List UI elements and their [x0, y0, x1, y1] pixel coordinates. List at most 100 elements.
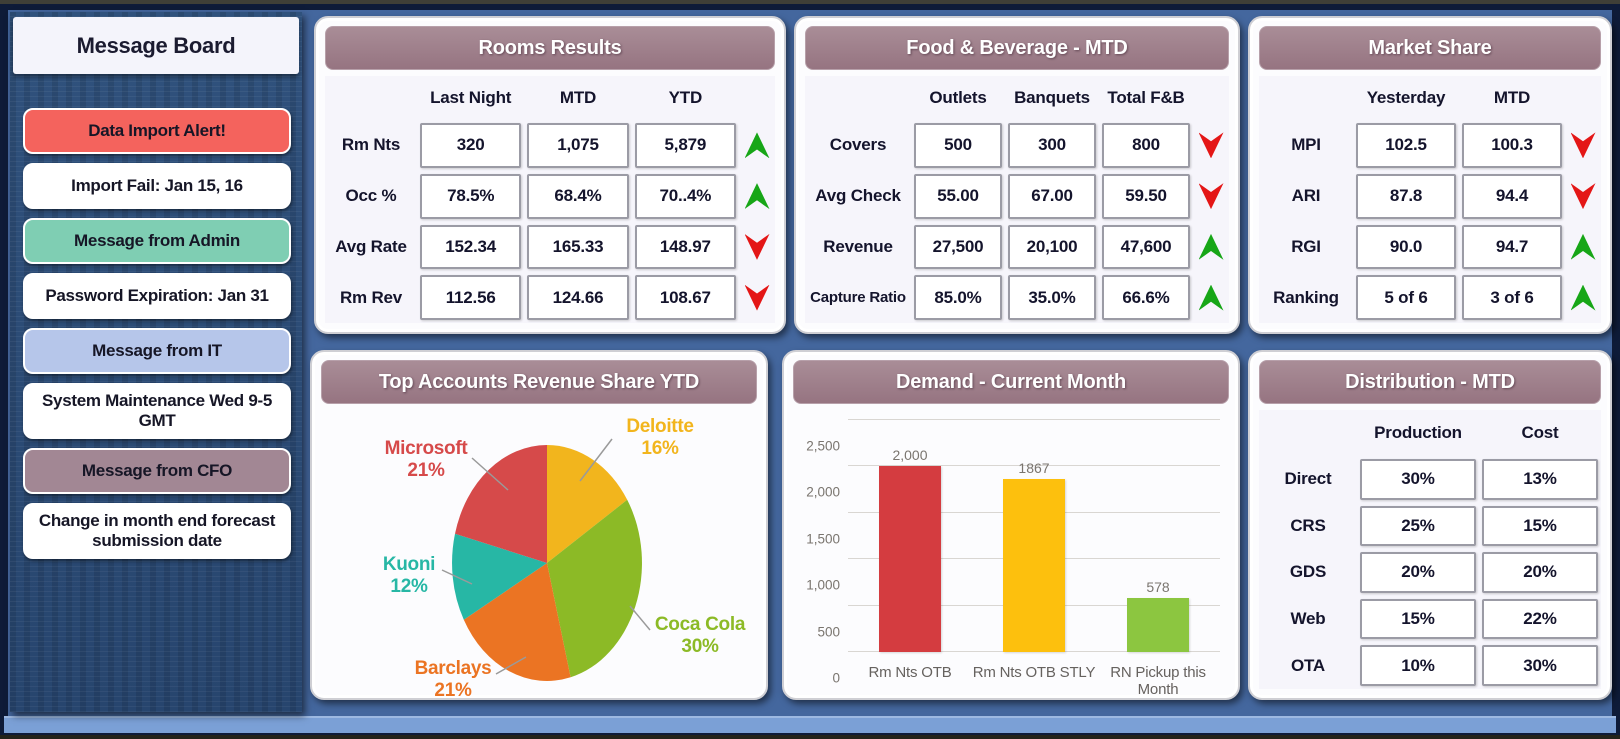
row-label: CRS: [1290, 515, 1326, 535]
pie-slice-microsoft: [455, 445, 547, 563]
trend-header: [739, 76, 775, 120]
trend-arrow-icon: [1570, 132, 1596, 159]
leader-lines: [441, 438, 651, 675]
col-header: YTD: [668, 88, 703, 107]
message-import-fail[interactable]: Import Fail: Jan 15, 16: [23, 163, 291, 209]
row-label: RGI: [1291, 236, 1321, 256]
table-cell: 108.67: [634, 275, 736, 320]
table-cell: 20%: [1360, 552, 1476, 593]
bar-value-label: 578: [1146, 579, 1170, 596]
table-cell: 85.0%: [914, 275, 1002, 320]
message-board-sidebar: Message Board Data Import Alert! Import …: [10, 12, 302, 712]
message-system-maintenance[interactable]: System Maintenance Wed 9-5 GMT: [23, 383, 291, 439]
table-cell: 1,075: [527, 123, 629, 168]
bar-rn-pickup: 578: [1096, 420, 1220, 652]
trend-arrow-icon: [744, 183, 770, 210]
message-data-import-alert[interactable]: Data Import Alert!: [23, 108, 291, 154]
corner-cell: [1259, 410, 1357, 456]
message-from-cfo[interactable]: Message from CFO: [23, 448, 291, 494]
col-header: Outlets: [929, 88, 987, 107]
row-label: Occ %: [345, 186, 397, 206]
trend-header: [1565, 76, 1601, 120]
col-header: Yesterday: [1366, 88, 1446, 107]
row-label: Avg Rate: [335, 236, 407, 256]
trend-arrow-icon: [744, 132, 770, 159]
col-header: Total F&B: [1107, 88, 1185, 107]
bottom-strip: [4, 716, 1616, 733]
pie-label-deloitte: Deloitte 16%: [626, 416, 694, 459]
col-header: Cost: [1521, 423, 1559, 442]
corner-cell: [1259, 76, 1353, 120]
table-cell: 13%: [1482, 459, 1598, 500]
table-cell: 500: [914, 123, 1002, 168]
x-label: RN Pickup this Month: [1110, 664, 1206, 698]
row-label: Rm Nts: [341, 135, 401, 155]
bar-plot: 2,000 1867 578: [848, 419, 1220, 652]
pie-slice-kuoni: [452, 533, 547, 620]
table-cell: 25%: [1360, 505, 1476, 547]
row-label: ARI: [1291, 186, 1321, 206]
table-cell: 148.97: [634, 224, 736, 270]
trend-header: [1193, 76, 1229, 120]
bar-rm-nts-otb-stly: 1867: [972, 420, 1096, 652]
corner-cell: [325, 76, 417, 120]
trend-arrow-icon: [1198, 183, 1224, 210]
y-tick: 2,000: [806, 484, 840, 500]
table-cell: 112.56: [420, 275, 522, 320]
row-label: GDS: [1289, 562, 1327, 582]
table-cell: 100.3: [1462, 123, 1562, 168]
panel-title: Distribution - MTD: [1259, 360, 1601, 404]
bar: [879, 466, 941, 652]
panel-market-share: Market Share Yesterday MTD MPI 102.5 100…: [1248, 16, 1612, 334]
row-label: OTA: [1290, 655, 1326, 675]
message-board-title: Message Board: [13, 17, 299, 74]
row-label: Avg Check: [815, 186, 901, 206]
table-cell: 70..4%: [634, 173, 736, 219]
table-cell: 22%: [1482, 598, 1598, 640]
table-cell: 320: [420, 123, 522, 168]
row-label: MPI: [1291, 135, 1321, 155]
message-forecast-change[interactable]: Change in month end forecast submission …: [23, 503, 291, 559]
panel-rooms-results: Rooms Results Last Night MTD YTD Rm Nts …: [314, 16, 786, 334]
table-cell: 59.50: [1102, 173, 1190, 219]
panel-title: Food & Beverage - MTD: [805, 26, 1229, 70]
table-cell: 27,500: [914, 224, 1002, 270]
table-cell: 78.5%: [420, 173, 522, 219]
pie-label-coca-cola: Coca Cola 30%: [654, 614, 746, 657]
pie-slice-barclays: [463, 563, 571, 681]
trend-arrow-icon: [1570, 284, 1596, 311]
table-cell: 67.00: [1008, 173, 1096, 219]
message-password-expiration[interactable]: Password Expiration: Jan 31: [23, 273, 291, 319]
table-cell: 15%: [1482, 505, 1598, 547]
x-axis-labels: Rm Nts OTB Rm Nts OTB STLY RN Pickup thi…: [848, 664, 1220, 698]
message-from-it[interactable]: Message from IT: [23, 328, 291, 374]
table-cell: 68.4%: [527, 173, 629, 219]
panel-title: Rooms Results: [325, 26, 775, 70]
table-cell: 30%: [1360, 459, 1476, 500]
row-label: Covers: [829, 135, 887, 155]
table-cell: 66.6%: [1102, 275, 1190, 320]
table-cell: 55.00: [914, 173, 1002, 219]
table-cell: 35.0%: [1008, 275, 1096, 320]
col-header: Banquets: [1014, 88, 1090, 107]
pie-label-microsoft: Microsoft 21%: [384, 438, 468, 481]
bar-chart: 2,000 1867 578 0 500 1,000 1,500 2,0: [784, 406, 1238, 698]
table-cell: 3 of 6: [1462, 275, 1562, 320]
table-cell: 20%: [1482, 552, 1598, 593]
col-header: Production: [1374, 423, 1462, 442]
table-cell: 30%: [1482, 645, 1598, 686]
table-cell: 94.7: [1462, 224, 1562, 270]
row-label: Capture Ratio: [810, 289, 906, 307]
x-label: Rm Nts OTB: [868, 664, 952, 681]
panel-demand: Demand - Current Month 2,000 1867: [782, 350, 1240, 700]
message-from-admin[interactable]: Message from Admin: [23, 218, 291, 264]
table-cell: 5 of 6: [1356, 275, 1456, 320]
table-cell: 90.0: [1356, 224, 1456, 270]
y-tick: 1,500: [806, 531, 840, 547]
y-tick: 500: [817, 624, 840, 640]
bars: 2,000 1867 578: [848, 420, 1220, 652]
trend-arrow-icon: [1198, 233, 1224, 260]
bar-value-label: 1867: [1018, 459, 1050, 476]
trend-arrow-icon: [1570, 183, 1596, 210]
